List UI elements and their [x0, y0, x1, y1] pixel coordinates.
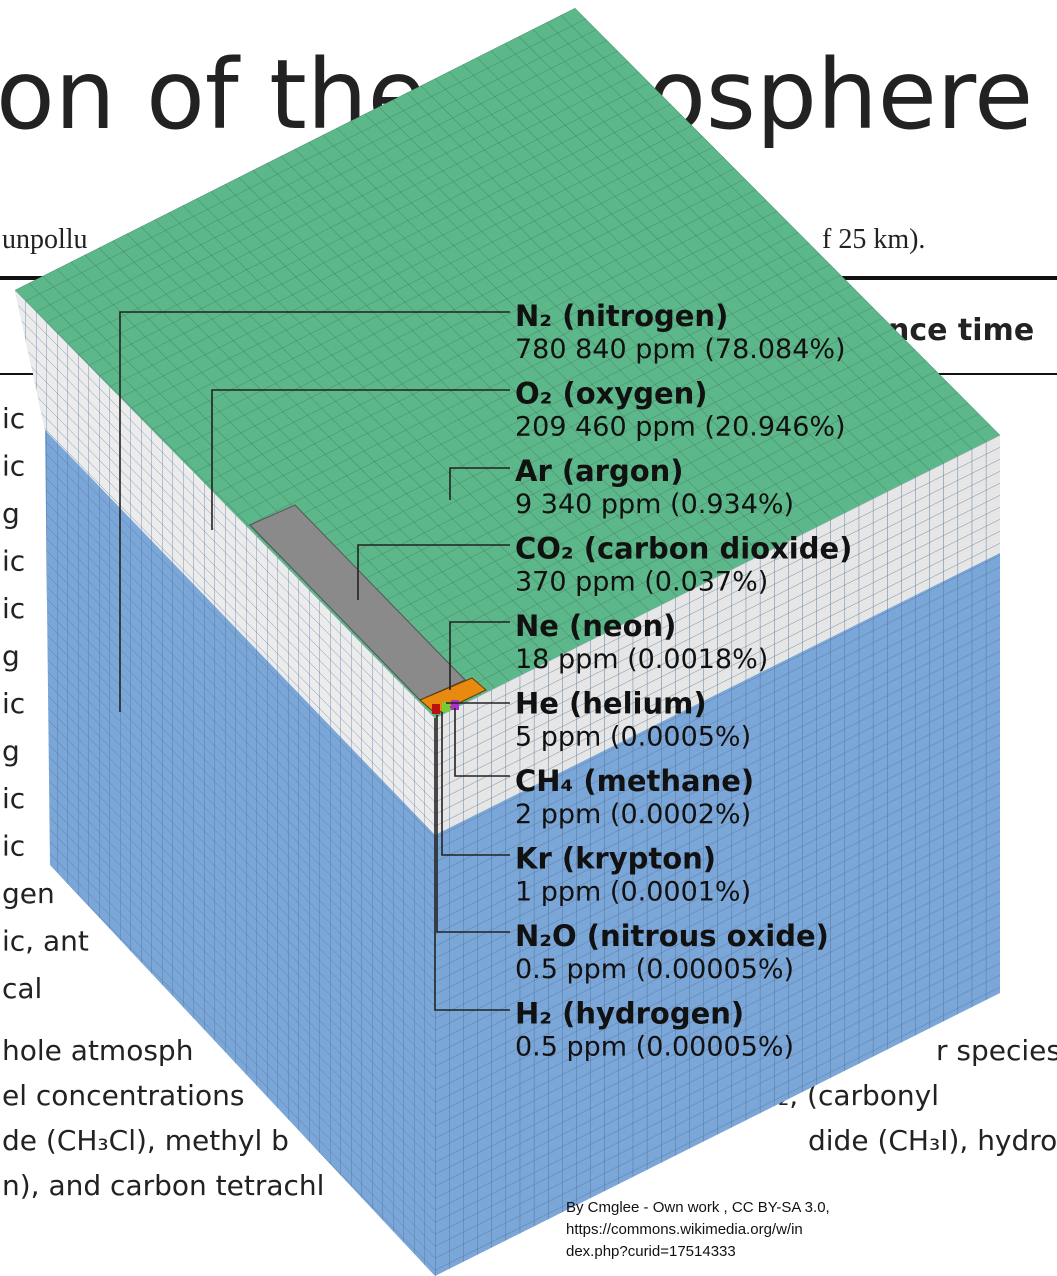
- text-fragment: cal: [2, 972, 42, 1005]
- text-fragment: dide (CH₃I), hydrogen: [808, 1124, 1057, 1157]
- gas-name: Ar (argon): [515, 454, 684, 488]
- gas-amount: 209 460 ppm (20.946%): [515, 412, 846, 443]
- text-fragment: de (CH₃Cl), methyl b: [2, 1124, 289, 1157]
- co2-block: [249, 504, 466, 701]
- text-fragment: g: [2, 735, 20, 768]
- gas-name: O₂ (oxygen): [515, 377, 708, 411]
- gas-name: CO₂ (carbon dioxide): [515, 532, 852, 566]
- gas-amount: 0.5 ppm (0.00005%): [515, 954, 794, 985]
- text-fragment: ic: [2, 830, 25, 863]
- slide-foreground: By Cmglee - Own work , CC BY-SA 3.0, http…: [566, 1199, 830, 1260]
- text-fragment: hole atmosph: [2, 1034, 193, 1067]
- gas-name: H₂ (hydrogen): [515, 997, 744, 1031]
- gas-amount: 1 ppm (0.0001%): [515, 877, 751, 908]
- cube-right-grid: [435, 435, 1000, 1276]
- text-fragment: ic: [2, 450, 25, 483]
- gas-name: N₂O (nitrous oxide): [515, 919, 829, 953]
- gas-labels: N₂ (nitrogen)780 840 ppm (78.084%) O₂ (ox…: [515, 299, 852, 1063]
- trace-block: [451, 700, 459, 710]
- cube: [15, 8, 1000, 1276]
- text-fragment: ic: [2, 592, 25, 625]
- gas-amount: 18 ppm (0.0018%): [515, 644, 768, 675]
- text-fragment: n), and carbon tetrachl: [2, 1169, 324, 1202]
- text-fragment: ic: [2, 687, 25, 720]
- text-fragment: g: [2, 497, 20, 530]
- image-credit: dex.php?curid=17514333: [566, 1243, 736, 1260]
- text-fragment: ic, ant: [2, 925, 89, 958]
- trace-block: [442, 702, 450, 712]
- gas-name: CH₄ (methane): [515, 764, 754, 798]
- text-fragment: ic: [2, 545, 25, 578]
- text-fragment: ic: [2, 402, 25, 435]
- gas-name: Ne (neon): [515, 609, 676, 643]
- gas-amount: 370 ppm (0.037%): [515, 567, 768, 598]
- gas-amount: 9 340 ppm (0.934%): [515, 489, 794, 520]
- text-fragment: ic: [2, 782, 25, 815]
- image-credit: By Cmglee - Own work , CC BY-SA 3.0,: [566, 1199, 830, 1216]
- text-fragment: gen: [2, 877, 55, 910]
- gas-name: Kr (krypton): [515, 842, 716, 876]
- image-credit: https://commons.wikimedia.org/w/in: [566, 1221, 803, 1238]
- text-fragment: el concentrations: [2, 1079, 244, 1112]
- gas-amount: 0.5 ppm (0.00005%): [515, 1032, 794, 1063]
- table-header: nce time: [888, 313, 1034, 348]
- trace-block: [432, 704, 440, 714]
- gas-name: He (helium): [515, 687, 707, 721]
- caption-fragment: f 25 km).: [822, 224, 925, 255]
- gas-name: N₂ (nitrogen): [515, 299, 728, 333]
- gas-amount: 780 840 ppm (78.084%): [515, 334, 846, 365]
- leader-lines: [119, 311, 510, 1011]
- gas-amount: 2 ppm (0.0002%): [515, 799, 751, 830]
- text-fragment: g: [2, 640, 20, 673]
- gas-amount: 5 ppm (0.0005%): [515, 722, 751, 753]
- text-fragment: r species: [936, 1034, 1057, 1067]
- caption-fragment: unpollu: [2, 224, 88, 255]
- cube-top-grid: [15, 8, 1000, 718]
